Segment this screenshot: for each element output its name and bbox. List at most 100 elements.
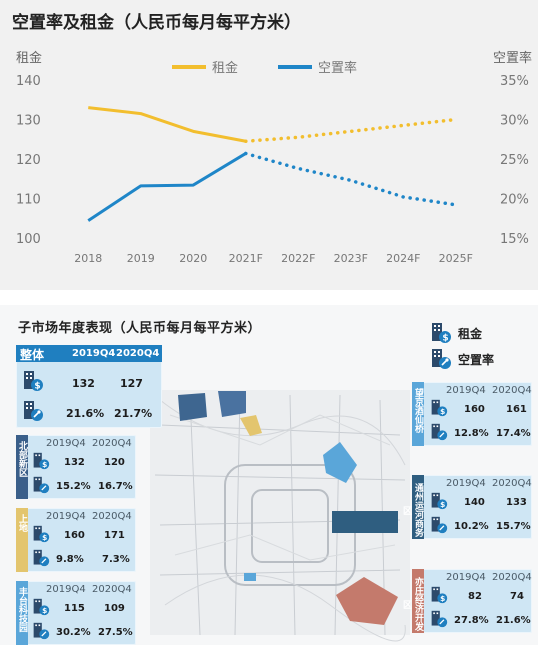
district-yizhuang	[336, 577, 398, 625]
left-tick-label: 130	[16, 114, 41, 129]
svg-text:$: $	[442, 334, 448, 344]
building-dollar-icon: $	[33, 452, 50, 470]
card-name: 亦庄经济开发区	[401, 577, 423, 631]
legend-vacancy-label: 空置率	[458, 352, 495, 367]
card-rent-2019: 160	[464, 404, 485, 415]
card-year-2: 2020Q4	[492, 572, 532, 583]
series-lines	[87, 106, 458, 222]
submarket-title: 子市场年度表现（人民币每月每平方米）	[18, 321, 262, 336]
overall-card-header: 整体 2019Q4 2020Q4	[16, 345, 162, 362]
card-rent-2020: 171	[104, 530, 125, 541]
legend-rent: $ 租金	[430, 321, 482, 345]
card-year-1: 2019Q4	[46, 438, 86, 449]
card-vacancy-2019: 27.8%	[454, 615, 489, 626]
overall-rent-2019: 132	[72, 377, 95, 390]
overall-rent-2020: 127	[120, 377, 143, 390]
x-tick-label: 2023F	[334, 252, 368, 265]
building-key-icon	[33, 549, 50, 567]
card-name: 通州运河商务区	[401, 483, 423, 537]
building-key-icon	[33, 622, 50, 640]
card-year-1: 2019Q4	[446, 478, 486, 489]
card-rent-2020: 133	[506, 497, 527, 508]
svg-text:$: $	[440, 407, 445, 416]
submarket-panel: 子市场年度表现（人民币每月每平方米） $ 租金 空置率 整体 2019Q4 20…	[0, 305, 538, 645]
building-dollar-icon: $	[431, 492, 448, 510]
city-map	[150, 390, 410, 642]
building-key-icon	[24, 401, 43, 421]
card-rent-2020: 120	[104, 457, 125, 468]
building-dollar-icon: $	[431, 586, 448, 604]
card-year-1: 2019Q4	[46, 584, 86, 595]
building-dollar-icon: $	[24, 371, 43, 392]
card-wangjing: 望京酒仙桥 2019Q4 2020Q4 $ 160 161 12.8% 17.4…	[412, 382, 532, 446]
card-name: 北部新区	[17, 441, 27, 477]
card-vacancy-2020: 16.7%	[98, 481, 133, 492]
legend-label: 租金	[212, 60, 238, 76]
overall-card: 整体 2019Q4 2020Q4 $ 132 127 21.6% 21.7%	[16, 345, 162, 428]
card-vacancy-2020: 21.6%	[496, 615, 531, 626]
x-tick-label: 2018	[74, 252, 102, 265]
district-wangjing	[323, 442, 357, 483]
rent-vacancy-line-chart: 空置率及租金（人民币每月每平方米） 租金 空置率 租金 空置率 100110120…	[12, 12, 532, 265]
right-axis-ticks: 15% 20% 25% 30% 35%	[500, 74, 529, 247]
right-tick-label: 15%	[500, 232, 529, 247]
card-name: 丰台科技园	[17, 587, 27, 632]
overall-label: 整体	[20, 348, 45, 362]
card-yizhuang: 亦庄经济开发区 2019Q4 2020Q4 $ 82 74 27.8% 21.6…	[401, 569, 532, 633]
building-dollar-icon: $	[432, 323, 451, 344]
building-key-icon	[431, 423, 448, 441]
card-rent-2019: 82	[468, 591, 482, 602]
district-north-a	[178, 393, 207, 421]
x-tick-label: 2022F	[281, 252, 315, 265]
card-vacancy-2019: 10.2%	[454, 521, 489, 532]
right-tick-label: 25%	[500, 153, 529, 168]
card-rent-2019: 160	[64, 530, 85, 541]
rent-vacancy-chart-panel: 空置率及租金（人民币每月每平方米） 租金 空置率 租金 空置率 100 110 120…	[0, 0, 538, 290]
x-tick-label: 2019	[127, 252, 155, 265]
card-rent-2020: 74	[510, 591, 524, 602]
left-tick-label: 100	[16, 232, 41, 247]
left-axis-ticks: 100 110 120 130 140	[16, 74, 41, 247]
building-key-icon	[431, 610, 448, 628]
card-shangdi: 上地 2019Q4 2020Q4 $ 160 171 9.8% 7.3%	[16, 508, 136, 572]
legend-label: 空置率	[318, 60, 357, 76]
x-axis-ticks: 2018 2019 2020 2021F 2022F 2023F 2024F 2025F	[74, 252, 473, 265]
card-rent-2019: 140	[464, 497, 485, 508]
card-vacancy-2019: 30.2%	[56, 627, 91, 638]
svg-text:$: $	[440, 500, 445, 509]
card-rent-2019: 115	[64, 603, 85, 614]
card-tongzhou: 通州运河商务区 2019Q4 2020Q4 $ 140 133 10.2% 15…	[401, 475, 532, 539]
left-tick-label: 140	[16, 74, 41, 89]
card-year-2: 2020Q4	[92, 511, 132, 522]
right-tick-label: 20%	[500, 193, 529, 208]
card-year-2: 2020Q4	[92, 438, 132, 449]
x-tick-label: 2021F	[229, 252, 263, 265]
district-north-b	[218, 391, 246, 417]
left-axis-label: 租金	[16, 50, 42, 66]
chart-title: 空置率及租金（人民币每月每平方米）	[12, 12, 301, 33]
card-vacancy-2020: 17.4%	[496, 428, 531, 439]
card-vacancy-2019: 9.8%	[56, 554, 84, 565]
district-fengtai	[244, 573, 256, 581]
building-dollar-icon: $	[33, 525, 50, 543]
overall-year-1: 2019Q4	[72, 348, 116, 359]
x-tick-label: 2025F	[439, 252, 473, 265]
card-year-1: 2019Q4	[46, 511, 86, 522]
svg-text:$: $	[42, 460, 47, 469]
legend-vacancy: 空置率	[430, 347, 494, 371]
left-tick-label: 110	[16, 193, 41, 208]
x-tick-label: 2020	[179, 252, 207, 265]
svg-text:$: $	[440, 594, 445, 603]
district-shangdi	[240, 415, 262, 436]
building-dollar-icon: $	[431, 399, 448, 417]
card-vacancy-2020: 27.5%	[98, 627, 133, 638]
series-line-actual	[88, 106, 247, 143]
series-line-forecast	[244, 151, 458, 207]
overall-year-2: 2020Q4	[116, 348, 160, 359]
card-vacancy-2019: 12.8%	[454, 428, 489, 439]
svg-text:$: $	[42, 533, 47, 542]
card-name: 望京酒仙桥	[413, 388, 423, 433]
svg-text:$: $	[34, 382, 40, 392]
card-year-2: 2020Q4	[492, 385, 532, 396]
svg-text:$: $	[42, 606, 47, 615]
